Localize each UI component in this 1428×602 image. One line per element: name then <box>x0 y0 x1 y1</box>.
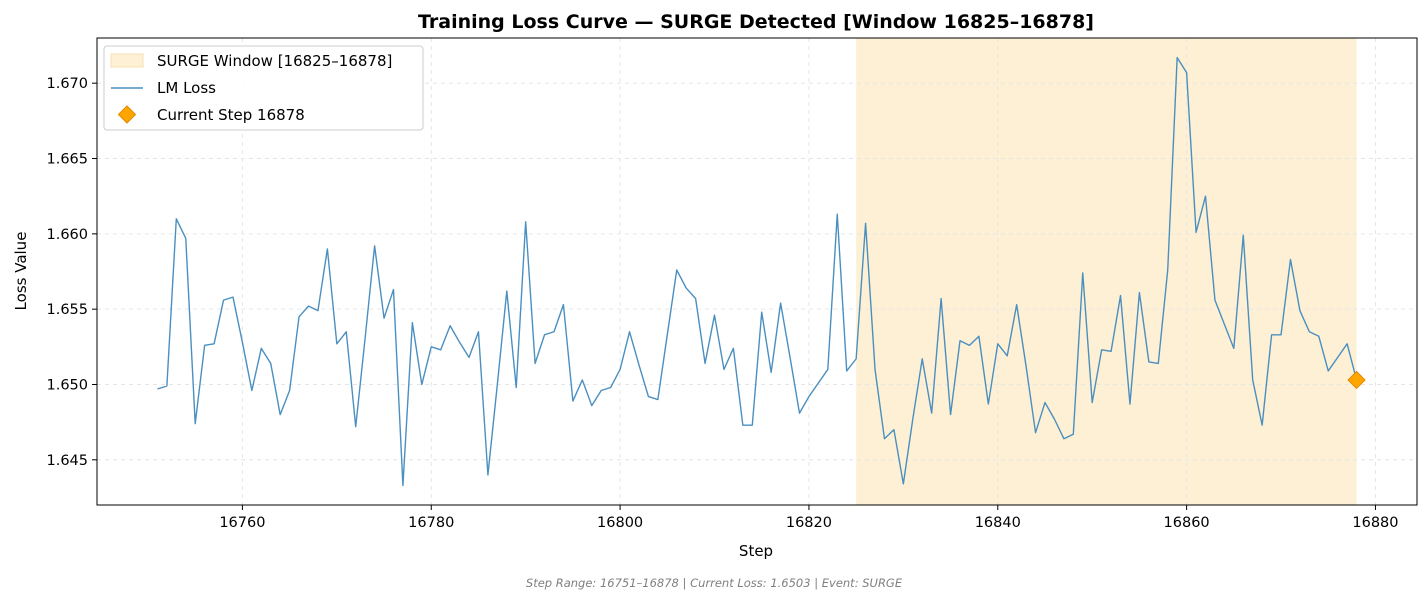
axes-frame <box>96 37 1418 506</box>
x-tick-label: 16760 <box>219 515 265 531</box>
x-axis-label: Step <box>739 542 773 560</box>
legend-frame <box>103 45 424 131</box>
legend-loss-label: LM Loss <box>157 79 216 97</box>
y-tick-label: 1.665 <box>46 152 88 168</box>
current-step-marker <box>1347 370 1366 390</box>
legend-current-marker <box>117 105 137 124</box>
footer-note: Step Range: 16751–16878 | Current Loss: … <box>526 576 903 590</box>
legend-window-label: SURGE Window [16825–16878] <box>157 52 392 70</box>
y-tick-label: 1.655 <box>46 302 88 318</box>
chart-title: Training Loss Curve — SURGE Detected [Wi… <box>418 11 1094 33</box>
legend: SURGE Window [16825–16878] LM Loss Curre… <box>103 45 424 131</box>
series-line-lm-loss <box>157 56 1358 487</box>
x-tick-label: 16840 <box>975 515 1021 531</box>
x-tick-label: 16800 <box>597 515 643 531</box>
y-tick-label: 1.650 <box>46 377 88 393</box>
x-tick-label: 16780 <box>408 515 454 531</box>
x-tick-label: 16880 <box>1352 515 1398 531</box>
x-tick-label: 16820 <box>786 515 832 531</box>
legend-window-swatch <box>110 53 144 68</box>
surge-window-band <box>856 38 1357 505</box>
legend-current-label: Current Step 16878 <box>157 106 305 124</box>
y-tick-label: 1.670 <box>46 76 88 92</box>
y-tick-label: 1.660 <box>46 227 88 243</box>
plot-area: 16760 16780 16800 16820 16840 16860 16880 1.645… <box>46 37 1418 531</box>
y-tick-label: 1.645 <box>46 453 88 469</box>
y-axis-label: Loss Value <box>12 232 30 311</box>
x-tick-label: 16860 <box>1164 515 1210 531</box>
